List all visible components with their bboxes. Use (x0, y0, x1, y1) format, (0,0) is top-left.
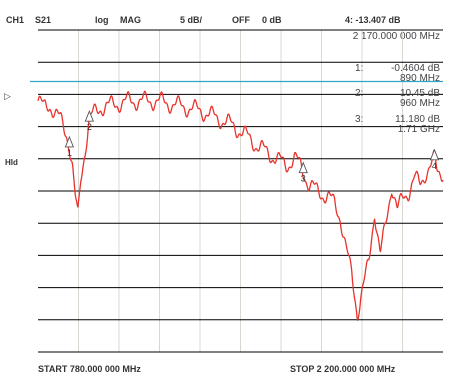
marker-triangle (429, 148, 440, 161)
marker-1-freq: 890 MHz (400, 73, 440, 84)
marker-number: 1 (67, 148, 72, 158)
marker-triangle (298, 161, 308, 174)
marker-number: 2 (87, 122, 92, 132)
scale-label: 5 dB/ (180, 15, 203, 25)
marker-readout-1: 1: -0.4604 dB 890 MHz (355, 63, 440, 84)
stop-frequency: STOP 2 200.000 000 MHz (290, 364, 396, 374)
trace-plot: 1 2 3 4 (30, 29, 444, 353)
param-label: S21 (35, 15, 51, 25)
marker-readout-3: 3: 11.180 dB 1.71 GHz (355, 114, 440, 135)
trace-line (37, 90, 444, 321)
start-frequency: START 780.000 000 MHz (38, 364, 141, 374)
mag-label: MAG (120, 15, 141, 25)
marker-2-value: 10.45 dB (400, 88, 440, 99)
marker-3-label: 3: (355, 114, 363, 125)
active-marker-readout: 4: -13.407 dB (345, 15, 401, 25)
channel-label: CH1 (6, 15, 24, 25)
offset-label: OFF (232, 15, 250, 25)
marker-1-value: -0.4604 dB (391, 63, 440, 74)
marker-1-label: 1: (355, 63, 363, 74)
ref-position-marker: ▷ (4, 91, 11, 101)
ref-label: 0 dB (262, 15, 282, 25)
marker-3-value: 11.180 dB (395, 114, 440, 125)
marker-2-label: 2: (355, 88, 363, 99)
format-label: log (95, 15, 109, 25)
marker-number: 4 (432, 161, 437, 171)
marker-number: 3 (301, 174, 306, 184)
marker-3-freq: 1.71 GHz (398, 124, 440, 135)
marker-triangle (64, 135, 75, 148)
marker-triangle (84, 109, 95, 122)
hold-label: HId (5, 158, 18, 167)
active-marker-frequency: 2 170.000 000 MHz (353, 31, 440, 42)
marker-readout-2: 2: 10.45 dB 960 MHz (355, 88, 440, 109)
marker-2-freq: 960 MHz (400, 98, 440, 109)
